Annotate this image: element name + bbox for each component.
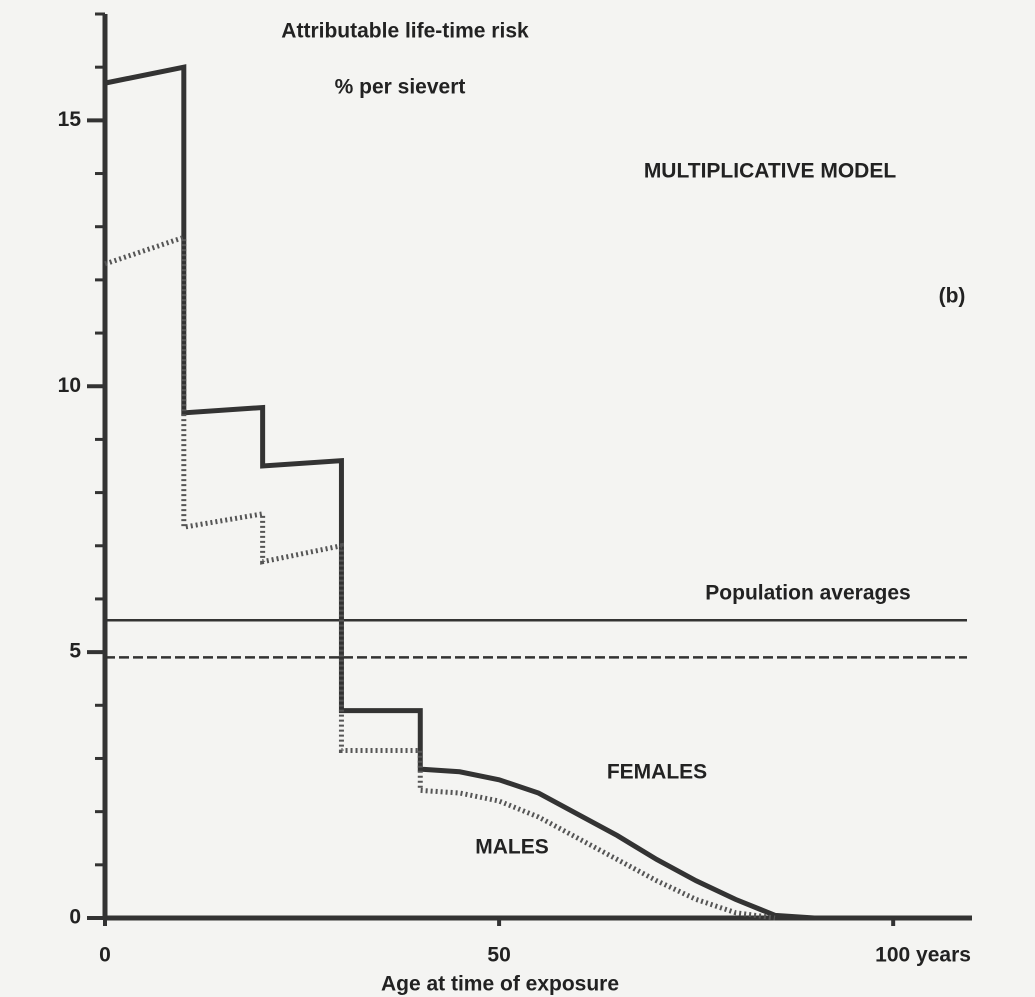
series-line (104, 64, 972, 921)
series-label: FEMALES (607, 761, 707, 784)
x-tick-label: 50 (487, 944, 510, 967)
y-tick-label: 5 (69, 640, 81, 663)
model-label: MULTIPLICATIVE MODEL (644, 160, 897, 183)
y-tick-label: 0 (69, 906, 81, 929)
x-tick-label: 0 (99, 944, 111, 967)
panel-label: (b) (939, 285, 966, 308)
chart-subtitle: % per sievert (335, 76, 466, 99)
x-tick-label: 100 years (875, 944, 971, 967)
series-line (104, 233, 776, 921)
average-label: Population averages (705, 582, 910, 605)
y-tick-label: 15 (58, 108, 82, 131)
y-tick-label: 10 (58, 374, 81, 397)
chart-title: Attributable life-time risk (281, 20, 529, 43)
x-axis-label: Age at time of exposure (381, 973, 619, 996)
series-label: MALES (475, 836, 549, 859)
